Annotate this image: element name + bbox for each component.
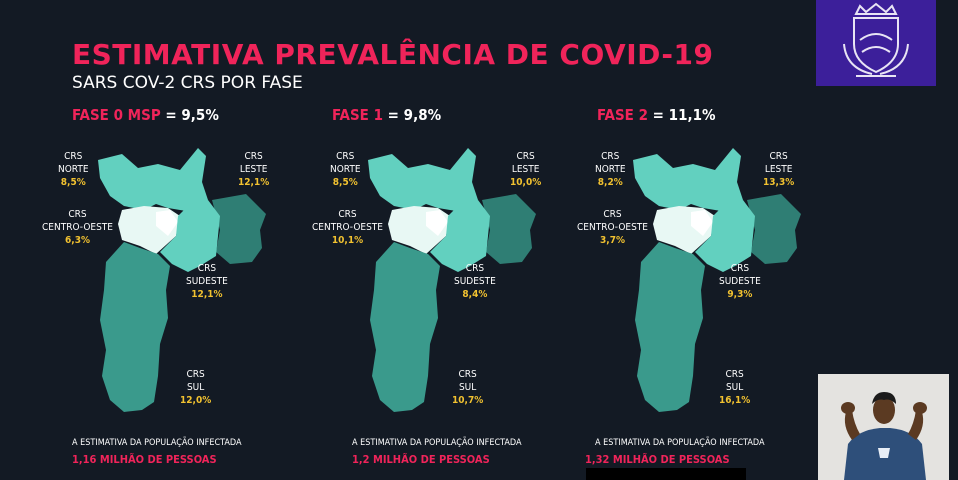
phase-value: = 9,5% (160, 106, 219, 124)
label-sudeste: CRS SUDESTE 9,3% (719, 263, 761, 300)
page-title: ESTIMATIVA PREVALÊNCIA DE COVID-19 (72, 38, 714, 71)
phase-panel: FASE 2 = 11,1% CRS NORTE 8,2% CRS LESTE 13,3… (535, 0, 825, 480)
region-leste (212, 194, 266, 264)
region-centro (156, 210, 178, 236)
label-sudeste: CRS SUDESTE 8,4% (454, 263, 496, 300)
label-sudeste: CRS SUDESTE 12,1% (186, 263, 228, 300)
logo-panel (816, 0, 936, 86)
region-leste (482, 194, 536, 264)
label-leste: CRS LESTE 13,3% (763, 151, 795, 188)
label-sul: CRS SUL 12,0% (180, 369, 212, 406)
dark-overlay-bar (586, 468, 746, 480)
region-norte (368, 148, 478, 212)
footer-caption: A ESTIMATIVA DA POPULAÇÃO INFECTADA (72, 438, 242, 448)
region-sul (635, 242, 705, 412)
label-norte: CRS NORTE 8,5% (58, 151, 89, 188)
region-norte (98, 148, 208, 212)
region-sul (100, 242, 170, 412)
region-leste (747, 194, 801, 264)
sao-paulo-map (633, 148, 801, 412)
phase-name: FASE 0 MSP (72, 106, 161, 124)
phase-heading: FASE 0 MSP = 9,5% (72, 106, 219, 124)
city-coat-of-arms-icon (843, 2, 909, 77)
phase-value: = 11,1% (647, 106, 716, 124)
page-subtitle: SARS COV-2 CRS POR FASE (72, 73, 303, 93)
label-sul: CRS SUL 10,7% (452, 369, 484, 406)
phase-heading: FASE 2 = 11,1% (597, 106, 716, 124)
phase-panel: FASE 1 = 9,8% CRS NORTE 8,5% CRS LESTE 10,0%… (270, 0, 560, 480)
sao-paulo-map (368, 148, 536, 412)
label-sul: CRS SUL 16,1% (719, 369, 751, 406)
phase-heading: FASE 1 = 9,8% (332, 106, 441, 124)
footer-caption: A ESTIMATIVA DA POPULAÇÃO INFECTADA (595, 438, 765, 448)
region-centro (426, 210, 448, 236)
footer-people: 1,32 MILHÃO DE PESSOAS (585, 453, 730, 466)
sao-paulo-map (98, 148, 266, 412)
label-leste: CRS LESTE 10,0% (510, 151, 542, 188)
label-leste: CRS LESTE 12,1% (238, 151, 270, 188)
phase-name: FASE 1 (332, 106, 383, 124)
label-norte: CRS NORTE 8,5% (330, 151, 361, 188)
sign-language-interpreter-video (818, 374, 949, 480)
region-norte (633, 148, 743, 212)
region-sul (370, 242, 440, 412)
footer-people: 1,16 MILHÃO DE PESSOAS (72, 453, 217, 466)
label-norte: CRS NORTE 8,2% (595, 151, 626, 188)
phase-panel: FASE 0 MSP = 9,5% CRS NORTE 8,5% CRS LESTE 1… (0, 0, 290, 480)
region-centro (691, 210, 713, 236)
region-sudeste (430, 200, 490, 272)
region-sudeste (695, 200, 755, 272)
phase-name: FASE 2 (597, 106, 648, 124)
label-centro-oeste: CRS CENTRO-OESTE 6,3% (42, 209, 113, 246)
footer-people: 1,2 MILHÃO DE PESSOAS (352, 453, 490, 466)
region-sudeste (160, 200, 220, 272)
phase-value: = 9,8% (382, 106, 442, 124)
interpreter-figure (818, 374, 949, 480)
label-centro-oeste: CRS CENTRO-OESTE 10,1% (312, 209, 383, 246)
footer-caption: A ESTIMATIVA DA POPULAÇÃO INFECTADA (352, 438, 522, 448)
label-centro-oeste: CRS CENTRO-OESTE 3,7% (577, 209, 648, 246)
